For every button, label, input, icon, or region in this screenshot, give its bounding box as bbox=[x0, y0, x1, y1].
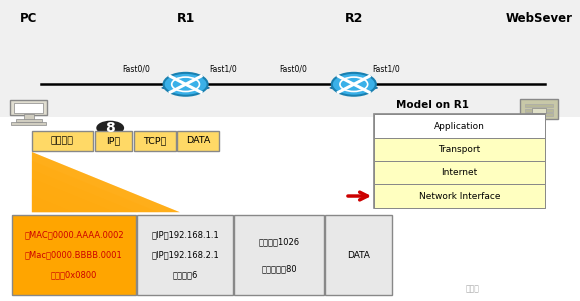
Bar bbox=[137, 215, 233, 295]
Bar bbox=[234, 215, 324, 295]
Text: Transport: Transport bbox=[438, 145, 481, 154]
Text: 目IP：192.168.2.1: 目IP：192.168.2.1 bbox=[151, 251, 219, 259]
Text: PC: PC bbox=[20, 12, 38, 25]
Text: TCP头: TCP头 bbox=[143, 136, 166, 145]
FancyBboxPatch shape bbox=[525, 104, 553, 107]
Bar bbox=[0, 117, 580, 301]
Text: 以太网头: 以太网头 bbox=[51, 136, 74, 145]
Bar bbox=[177, 131, 219, 150]
FancyBboxPatch shape bbox=[11, 122, 46, 125]
Text: Fast1/0: Fast1/0 bbox=[372, 65, 400, 74]
FancyBboxPatch shape bbox=[10, 100, 47, 115]
Circle shape bbox=[96, 121, 124, 135]
Text: Internet: Internet bbox=[441, 168, 478, 177]
Bar bbox=[374, 184, 545, 208]
FancyBboxPatch shape bbox=[525, 113, 553, 116]
Bar bbox=[12, 215, 136, 295]
Polygon shape bbox=[32, 161, 159, 212]
Text: 目的端口号80: 目的端口号80 bbox=[262, 264, 297, 273]
Bar bbox=[374, 161, 545, 184]
Text: WebSever: WebSever bbox=[506, 12, 573, 25]
Text: 源端口号1026: 源端口号1026 bbox=[259, 237, 300, 246]
Polygon shape bbox=[32, 195, 74, 212]
FancyBboxPatch shape bbox=[14, 103, 43, 113]
Text: DATA: DATA bbox=[347, 251, 370, 259]
FancyBboxPatch shape bbox=[16, 119, 42, 122]
Polygon shape bbox=[32, 152, 180, 212]
Circle shape bbox=[332, 73, 376, 96]
Ellipse shape bbox=[161, 85, 210, 91]
Text: 8: 8 bbox=[106, 121, 115, 135]
Bar bbox=[374, 114, 545, 208]
Text: 目Mac：0000.BBBB.0001: 目Mac：0000.BBBB.0001 bbox=[25, 251, 123, 259]
Polygon shape bbox=[32, 178, 117, 212]
FancyBboxPatch shape bbox=[532, 108, 546, 113]
FancyBboxPatch shape bbox=[520, 99, 558, 119]
Text: Network Interface: Network Interface bbox=[419, 191, 501, 200]
FancyBboxPatch shape bbox=[24, 114, 34, 121]
Bar bbox=[374, 114, 545, 138]
Ellipse shape bbox=[329, 85, 378, 91]
Text: DATA: DATA bbox=[186, 136, 211, 145]
Text: 类型：0x0800: 类型：0x0800 bbox=[51, 271, 97, 280]
Polygon shape bbox=[32, 186, 95, 212]
Text: 亦速云: 亦速云 bbox=[466, 284, 480, 293]
Text: R2: R2 bbox=[345, 12, 363, 25]
Text: 源MAC：0000.AAAA.0002: 源MAC：0000.AAAA.0002 bbox=[24, 231, 124, 240]
FancyBboxPatch shape bbox=[525, 109, 553, 112]
Bar bbox=[325, 215, 392, 295]
Text: Fast0/0: Fast0/0 bbox=[122, 65, 150, 74]
Bar bbox=[95, 131, 132, 150]
Polygon shape bbox=[32, 152, 180, 212]
Bar bbox=[134, 131, 176, 150]
Text: IP头: IP头 bbox=[106, 136, 121, 145]
Text: Application: Application bbox=[434, 122, 485, 131]
Bar bbox=[374, 138, 545, 161]
Bar bbox=[32, 131, 93, 150]
Circle shape bbox=[164, 73, 208, 96]
Text: 协议号：6: 协议号：6 bbox=[173, 271, 198, 280]
Text: Fast0/0: Fast0/0 bbox=[279, 65, 307, 74]
Text: Model on R1: Model on R1 bbox=[396, 100, 469, 110]
Text: R1: R1 bbox=[176, 12, 195, 25]
Polygon shape bbox=[32, 169, 137, 212]
Text: 源IP：192.168.1.1: 源IP：192.168.1.1 bbox=[151, 231, 219, 240]
Text: Fast1/0: Fast1/0 bbox=[209, 65, 237, 74]
